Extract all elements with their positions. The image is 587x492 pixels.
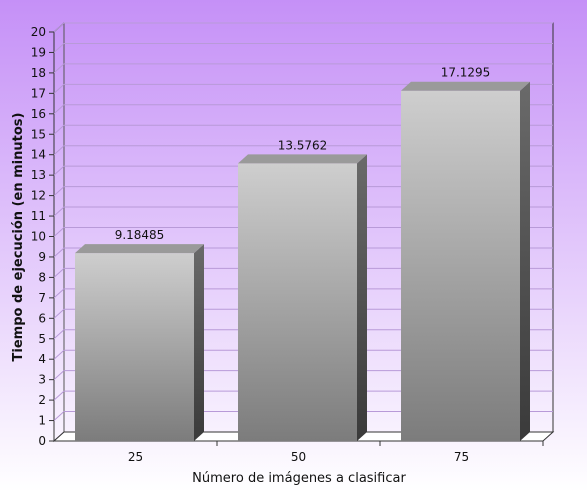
y-tick-label: 18	[31, 66, 46, 80]
y-tick-label: 3	[38, 373, 46, 387]
grid-diagonal	[53, 247, 65, 258]
bar-top	[75, 244, 204, 254]
y-tick-label: 11	[31, 209, 46, 223]
grid-diagonal	[53, 329, 65, 340]
y-tick-label: 12	[31, 189, 46, 203]
grid-diagonal	[53, 43, 65, 53]
y-tick-label: 1	[38, 414, 46, 428]
y-tick-label: 8	[38, 270, 46, 284]
y-tick-label: 2	[38, 393, 46, 407]
x-tick-label: 75	[454, 450, 469, 464]
grid-diagonal	[53, 186, 65, 196]
y-tick-label: 5	[38, 332, 46, 346]
grid-diagonal	[53, 104, 65, 115]
y-tick-label: 17	[31, 86, 46, 100]
grid-diagonal	[53, 390, 65, 401]
grid-diagonal	[53, 227, 65, 237]
grid-diagonal	[53, 63, 65, 74]
grid-diagonal	[53, 308, 65, 319]
grid-diagonal	[53, 145, 65, 156]
grid-diagonal	[53, 411, 65, 421]
grid-diagonal	[53, 288, 65, 299]
x-tick-label: 50	[291, 450, 306, 464]
y-tick-label: 19	[31, 45, 46, 59]
y-axis-title: Tiempo de ejecución (en minutos)	[11, 113, 26, 362]
y-tick-label: 4	[38, 352, 46, 366]
data-label: 17.1295	[441, 66, 491, 80]
y-tick-label: 16	[31, 107, 46, 121]
grid-diagonal	[53, 22, 65, 33]
bar	[75, 253, 194, 441]
y-tick-label: 7	[38, 291, 46, 305]
x-tick-label: 25	[128, 450, 143, 464]
grid-diagonal	[53, 370, 65, 381]
grid-diagonal	[53, 165, 65, 176]
y-tick-label: 10	[31, 230, 46, 244]
bar-side	[357, 154, 367, 442]
grid-diagonal	[53, 206, 65, 217]
grid-diagonal	[53, 349, 65, 360]
bar-side	[194, 244, 204, 441]
y-tick-label: 14	[31, 148, 46, 162]
bar-top	[238, 154, 367, 164]
y-tick-label: 20	[31, 25, 46, 39]
y-tick-label: 0	[38, 434, 46, 448]
data-label: 13.5762	[278, 138, 328, 152]
grid-diagonal	[53, 83, 65, 94]
y-tick-label: 13	[31, 168, 46, 182]
y-tick-label: 9	[38, 250, 46, 264]
y-tick-label: 6	[38, 311, 46, 325]
bar	[238, 163, 357, 442]
bar	[401, 90, 520, 441]
y-tick-label: 15	[31, 127, 46, 141]
data-label: 9.18485	[115, 228, 165, 242]
bar-top	[401, 81, 530, 91]
grid-diagonal	[53, 124, 65, 135]
bar-side	[520, 81, 530, 441]
grid-diagonal	[53, 268, 65, 278]
x-axis-title: Número de imágenes a clasificar	[192, 471, 406, 486]
